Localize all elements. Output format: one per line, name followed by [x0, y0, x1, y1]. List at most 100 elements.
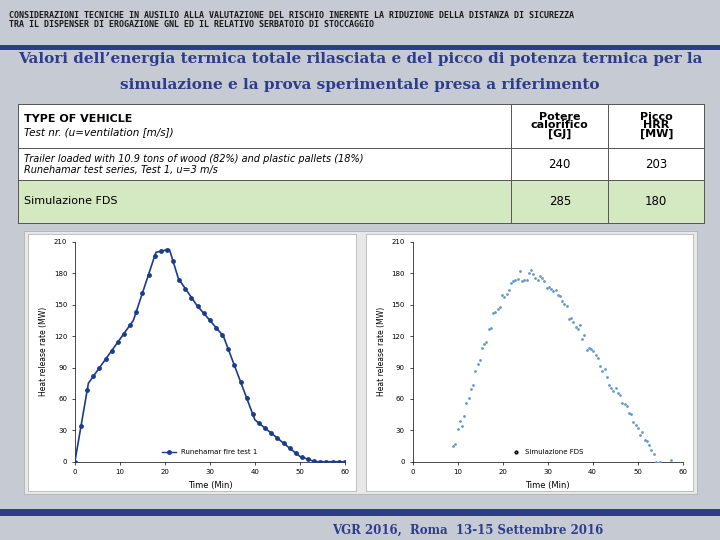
Bar — [18, 180, 511, 223]
Point — [663, 462, 675, 470]
Point — [636, 428, 648, 436]
Point — [561, 302, 572, 310]
Point — [487, 308, 499, 317]
Point — [603, 381, 615, 389]
Bar — [0, 509, 720, 516]
Point — [612, 389, 624, 398]
Point — [143, 271, 154, 279]
Text: Test nr. (u=ventilation [m/s]): Test nr. (u=ventilation [m/s]) — [24, 127, 174, 137]
Point — [100, 355, 112, 363]
Point — [545, 285, 557, 294]
Bar — [511, 180, 704, 223]
Point — [621, 402, 633, 410]
Text: Picco: Picco — [640, 112, 672, 122]
Point — [149, 252, 161, 260]
Point — [449, 440, 461, 448]
Point — [174, 275, 185, 284]
Bar — [24, 231, 697, 494]
Point — [565, 313, 577, 322]
Point — [315, 457, 326, 466]
Text: UNIVERSITÀ DI PISA: UNIVERSITÀ DI PISA — [64, 352, 656, 404]
Point — [514, 267, 526, 275]
Point — [290, 449, 302, 457]
Text: 203: 203 — [645, 158, 667, 171]
Point — [266, 429, 277, 437]
Point — [634, 431, 646, 440]
Point — [557, 297, 568, 306]
Point — [161, 246, 173, 254]
Text: 180: 180 — [645, 195, 667, 208]
Point — [657, 464, 668, 473]
Text: Trailer loaded with 10.9 tons of wood (82%) and plastic pallets (18%): Trailer loaded with 10.9 tons of wood (8… — [24, 154, 364, 164]
Point — [461, 399, 472, 407]
Y-axis label: Heat release rate (MW): Heat release rate (MW) — [39, 307, 48, 396]
Text: [MW]: [MW] — [639, 129, 673, 139]
Point — [76, 422, 87, 430]
Point — [601, 373, 613, 381]
Point — [186, 293, 197, 302]
Y-axis label: Heat release rate (MW): Heat release rate (MW) — [377, 307, 386, 396]
Point — [616, 399, 628, 408]
Point — [479, 339, 490, 348]
Point — [204, 316, 216, 325]
Point — [554, 291, 566, 300]
Point — [610, 384, 621, 393]
Point — [308, 457, 320, 466]
Point — [588, 347, 599, 356]
Point — [530, 274, 541, 282]
Point — [167, 257, 179, 266]
Point — [476, 344, 487, 353]
Point — [210, 323, 222, 332]
Point — [112, 338, 124, 347]
Text: CONSIDERAZIONI TECNICHE IN AUSILIO ALLA VALUTAZIONE DEL RISCHIO INERENTE LA RIDU: CONSIDERAZIONI TECNICHE IN AUSILIO ALLA … — [9, 11, 574, 20]
Point — [222, 345, 234, 354]
Point — [155, 247, 166, 255]
Point — [469, 367, 481, 375]
Point — [496, 291, 508, 300]
Point — [543, 282, 554, 291]
Point — [451, 425, 463, 434]
Point — [259, 424, 271, 433]
Point — [81, 386, 93, 395]
Point — [668, 461, 680, 470]
Point — [500, 290, 512, 299]
Point — [639, 435, 650, 444]
Point — [579, 330, 590, 339]
Point — [492, 305, 503, 313]
Point — [532, 276, 544, 285]
Point — [503, 286, 515, 294]
Point — [539, 276, 550, 285]
Point — [508, 277, 519, 286]
Point — [333, 457, 344, 466]
Text: simulazione e la prova sperimentale presa a riferimento: simulazione e la prova sperimentale pres… — [120, 78, 600, 92]
Point — [534, 272, 546, 281]
Point — [217, 330, 228, 339]
Point — [505, 278, 517, 287]
Point — [628, 418, 639, 427]
Point — [271, 434, 283, 442]
Point — [447, 442, 459, 450]
Text: calorifico: calorifico — [531, 120, 589, 130]
Point — [643, 440, 654, 449]
Text: 240: 240 — [549, 158, 571, 171]
Point — [472, 360, 483, 368]
Point — [652, 459, 664, 468]
Text: VGR 2016,  Roma  13-15 Settembre 2016: VGR 2016, Roma 13-15 Settembre 2016 — [333, 524, 603, 537]
Point — [624, 409, 635, 418]
Bar — [18, 104, 704, 223]
Point — [597, 366, 608, 375]
Point — [467, 381, 479, 390]
Point — [198, 309, 210, 318]
Point — [608, 386, 619, 395]
Point — [118, 329, 130, 338]
Point — [229, 361, 240, 370]
Point — [585, 345, 597, 354]
Point — [94, 363, 105, 372]
Text: HRR: HRR — [643, 120, 670, 130]
Point — [550, 286, 562, 295]
Point — [465, 385, 477, 394]
Point — [494, 303, 505, 312]
Point — [659, 463, 670, 472]
Bar — [366, 234, 693, 491]
Point — [654, 458, 666, 467]
